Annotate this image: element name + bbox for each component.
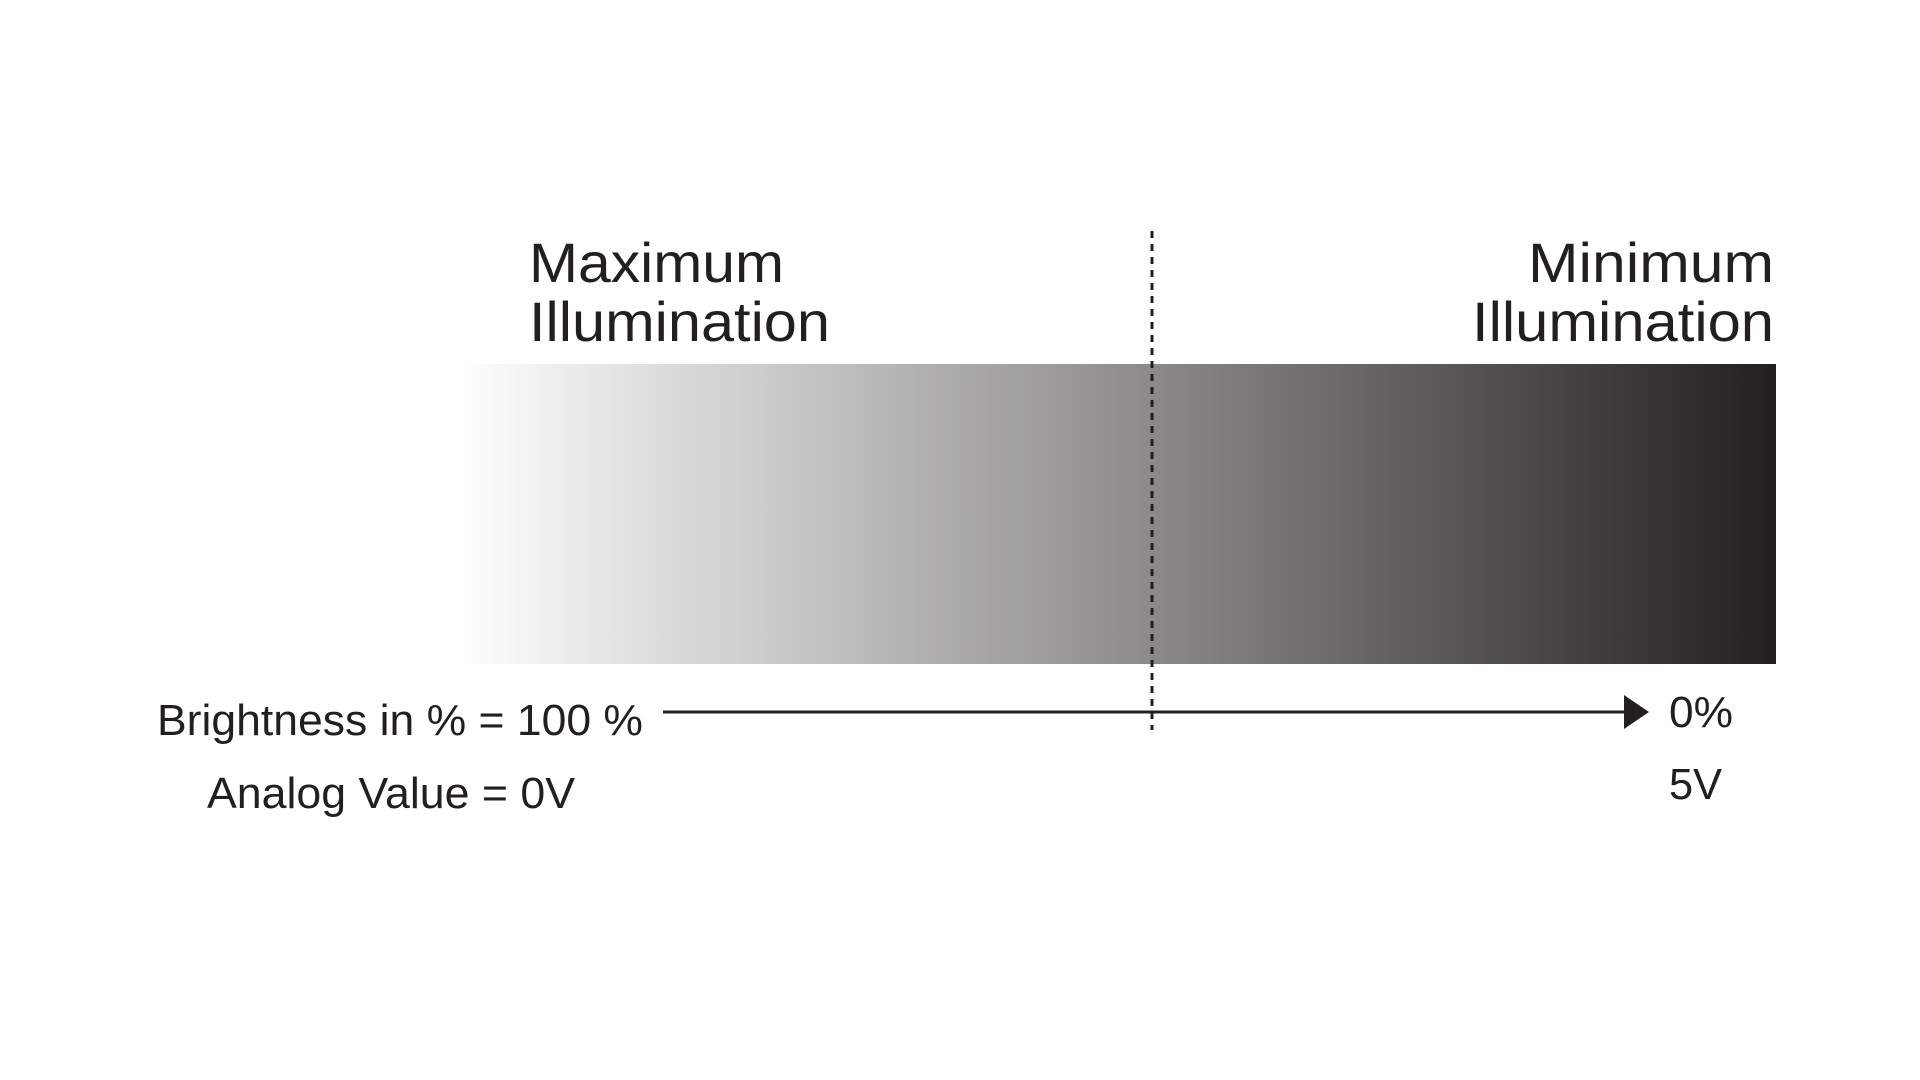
brightness-start-label: Brightness in % = 100 % [157, 696, 643, 745]
minimum-label-line2: Illumination [1472, 290, 1774, 353]
analog-start-label: Analog Value = 0V [207, 769, 576, 818]
minimum-label-line1: Minimum [1528, 231, 1774, 294]
analog-end-label: 5V [1669, 760, 1723, 809]
brightness-gradient-bar [458, 364, 1776, 664]
maximum-label-line1: Maximum [529, 231, 784, 294]
brightness-end-label: 0% [1669, 688, 1733, 737]
arrow-right-icon [1624, 695, 1649, 729]
maximum-label-line2: Illumination [529, 290, 830, 353]
